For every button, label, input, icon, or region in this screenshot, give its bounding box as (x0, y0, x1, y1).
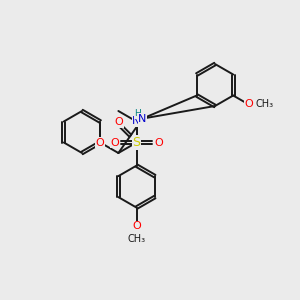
Text: O: O (110, 137, 119, 148)
Text: N: N (138, 114, 147, 124)
Text: O: O (244, 99, 253, 109)
Text: CH₃: CH₃ (256, 99, 274, 109)
Text: O: O (154, 137, 163, 148)
Text: O: O (114, 117, 123, 127)
Text: N: N (132, 116, 141, 127)
Text: O: O (96, 137, 105, 148)
Text: CH₃: CH₃ (128, 235, 146, 244)
Text: S: S (133, 136, 141, 149)
Text: O: O (132, 221, 141, 232)
Text: H: H (134, 109, 141, 118)
